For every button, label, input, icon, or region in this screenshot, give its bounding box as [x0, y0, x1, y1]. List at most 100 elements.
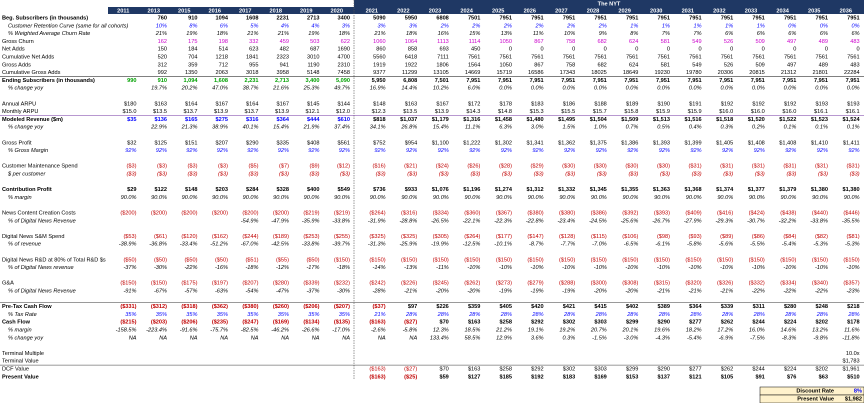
cell-value: 7111	[437, 54, 449, 60]
cell-value: 7561	[816, 54, 828, 60]
cell-value: 49.7%	[334, 86, 350, 92]
cell-value: $15.5	[561, 109, 575, 115]
cell-value: 0	[635, 47, 638, 53]
cell-value: $145	[307, 101, 319, 107]
cell-value: ($150)	[120, 281, 136, 287]
cell-value: $1,222	[463, 140, 480, 146]
cell-value: ($3)	[340, 171, 350, 177]
year-header: 2021	[366, 8, 378, 14]
cell-value: 21.6%	[272, 86, 289, 92]
cell-value: 7951	[784, 15, 796, 21]
cell-value: -23%	[847, 288, 860, 294]
cell-value: 7951	[752, 15, 764, 21]
cell-value: 0.0%	[689, 86, 702, 92]
cell-value: 0	[509, 47, 512, 53]
cell-value: 12.9%	[496, 335, 512, 341]
cell-value: 7561	[752, 54, 764, 60]
cell-value: -82.5%	[241, 327, 259, 333]
cell-value: 2%	[535, 23, 544, 29]
cell-value: $192	[721, 101, 733, 107]
cell-value: 1%	[694, 23, 702, 29]
cell-value: $818	[373, 117, 385, 123]
cell-value: -33.4%	[180, 242, 198, 248]
cell-value: 90.0%	[496, 195, 512, 201]
cell-value: $192	[784, 101, 796, 107]
row-label: % Gross Margin	[8, 148, 48, 154]
cell-value: 3010	[307, 54, 319, 60]
cell-value: 450	[471, 47, 480, 53]
cell-value: 7951	[689, 15, 701, 21]
cell-value: 1%	[757, 23, 765, 29]
cell-value: 21.9%	[303, 125, 320, 131]
cell-value: $203	[216, 187, 228, 193]
cell-value: 20.7%	[590, 327, 607, 333]
cell-value: 28%	[405, 312, 417, 318]
row-label: % change yoy	[8, 125, 44, 131]
cell-value: 28%	[531, 312, 543, 318]
cell-value: 6%	[820, 31, 828, 37]
cell-value: ($106)	[622, 234, 638, 240]
cell-value: ($81)	[847, 234, 860, 240]
cell-value: 7561	[468, 54, 480, 60]
cell-value: ($325)	[401, 234, 417, 240]
cell-value: -14%	[373, 265, 386, 271]
cell-value: 198	[219, 39, 228, 45]
cell-value: 28%	[595, 312, 607, 318]
cell-value: $163	[155, 101, 167, 107]
cell-value: 1094	[216, 15, 229, 21]
cell-value: $163	[468, 366, 480, 372]
cell-value: $137	[658, 374, 670, 380]
cell-value: $70	[439, 366, 448, 372]
cell-value: 162	[158, 39, 167, 45]
cell-value: $224	[784, 366, 796, 372]
cell-value: 0.2%	[752, 125, 765, 131]
cell-value: $224	[784, 320, 797, 326]
cell-value: $136	[155, 117, 167, 123]
year-header: 2034	[776, 8, 789, 14]
cell-value: 7,951	[624, 78, 638, 84]
cell-value: -12%	[276, 265, 289, 271]
cell-value: -17%	[306, 265, 319, 271]
cell-value: ($200)	[212, 210, 228, 216]
cell-value: 90.0%	[591, 195, 607, 201]
cell-value: 35%	[156, 312, 167, 318]
cell-value: 6418	[405, 54, 417, 60]
cell-value: 25.3%	[303, 86, 320, 92]
cell-value: -6.1%	[655, 242, 670, 248]
cell-value: -38.9%	[119, 242, 137, 248]
cell-value: ($279)	[527, 281, 543, 287]
cell-value: -29.3%	[715, 218, 733, 224]
cell-value: ($288)	[559, 281, 575, 287]
cell-value: $561	[338, 140, 350, 146]
cell-value: 1%	[725, 23, 733, 29]
cell-value: -7.5%	[750, 335, 765, 341]
row-label: % of Digital News Revenue	[8, 288, 76, 294]
cell-value: 10%	[564, 31, 575, 37]
row-label: Present Value	[2, 374, 39, 380]
cell-value: -8.7%	[529, 242, 544, 248]
cell-value: $284	[246, 187, 259, 193]
cell-value: ($197)	[212, 281, 228, 287]
cell-value: -18%	[337, 265, 350, 271]
cell-value: $13.9	[275, 109, 289, 115]
cell-value: 18%	[217, 31, 228, 37]
cell-value: -5.4%	[687, 335, 702, 341]
cell-value: $1,274	[495, 187, 513, 193]
cell-value: ($320)	[685, 281, 701, 287]
cell-value: $415	[594, 304, 606, 310]
cell-value: 92%	[596, 148, 607, 154]
cell-value: ($30)	[562, 164, 575, 170]
cell-value: 7,951	[688, 78, 702, 84]
cell-value: 15.4%	[273, 125, 289, 131]
cell-value: $13.7	[245, 109, 259, 115]
cell-value: $335	[277, 140, 289, 146]
cell-value: 19%	[308, 31, 319, 37]
cell-value: ($334)	[433, 210, 449, 216]
cell-value: $328	[277, 187, 289, 193]
cell-value: $1,516	[684, 117, 701, 123]
cell-value: 28%	[500, 312, 512, 318]
year-band	[108, 7, 864, 14]
cell-value: ($200)	[151, 210, 167, 216]
cell-value: $1,410	[811, 140, 828, 146]
cell-value: 21%	[373, 31, 385, 37]
